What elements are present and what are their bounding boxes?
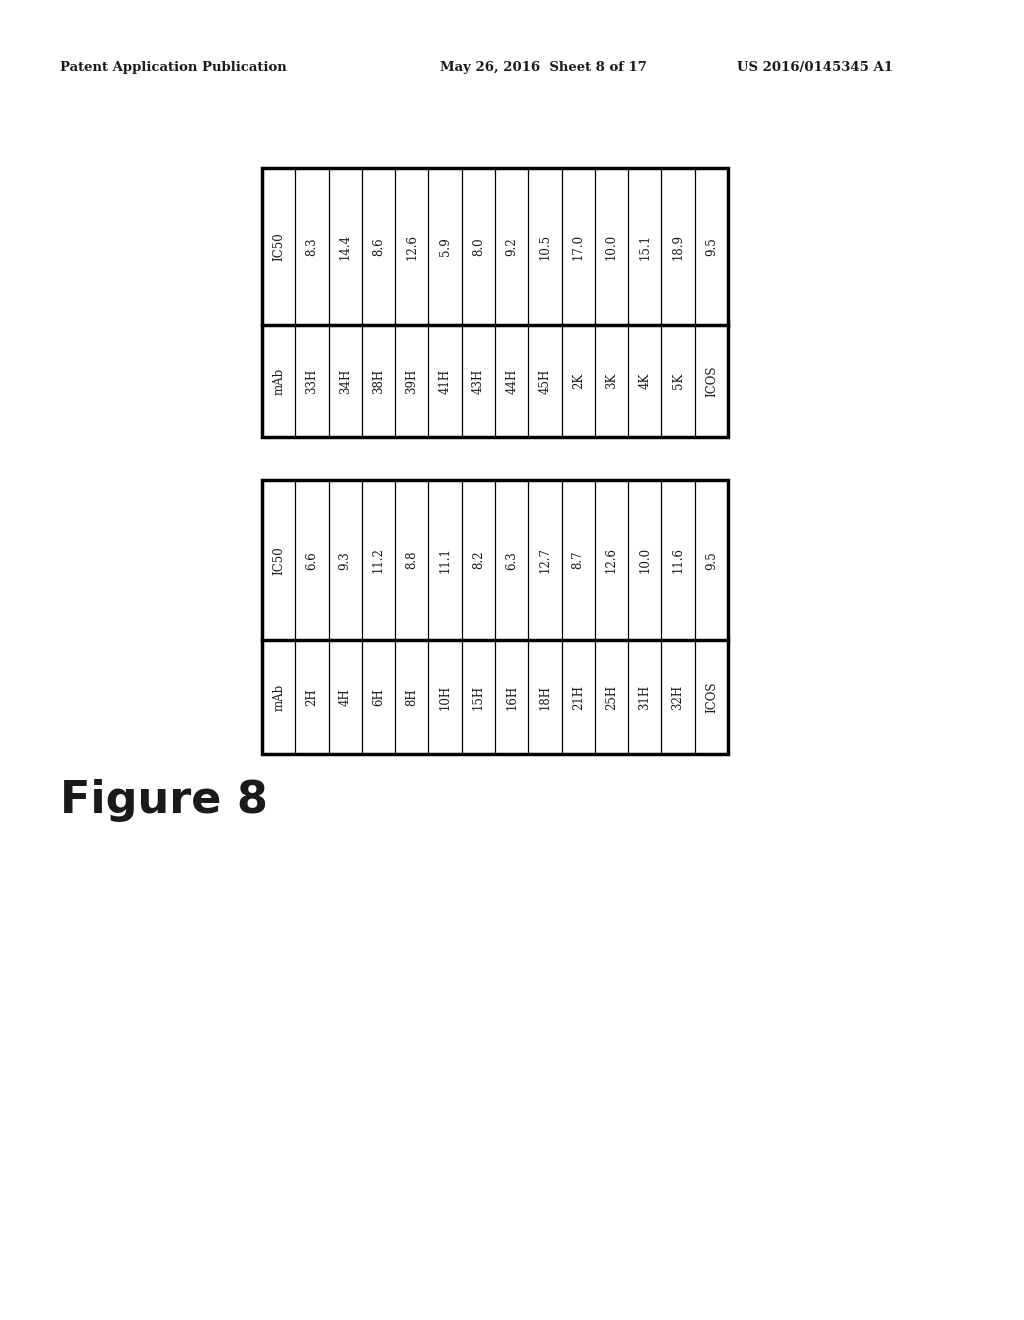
- Bar: [262, 480, 728, 754]
- Text: May 26, 2016  Sheet 8 of 17: May 26, 2016 Sheet 8 of 17: [440, 62, 647, 74]
- Text: 21H: 21H: [571, 685, 585, 710]
- Text: 41H: 41H: [438, 368, 452, 393]
- Text: 43H: 43H: [472, 368, 484, 393]
- Text: IC50: IC50: [272, 232, 285, 261]
- Text: 9.5: 9.5: [705, 550, 718, 569]
- Text: 32H: 32H: [672, 685, 685, 710]
- Text: 10.0: 10.0: [638, 546, 651, 573]
- Text: ICOS: ICOS: [705, 366, 718, 397]
- Text: 18H: 18H: [539, 685, 552, 710]
- Text: 9.5: 9.5: [705, 238, 718, 256]
- Text: 6H: 6H: [372, 688, 385, 706]
- Text: 12.6: 12.6: [605, 548, 618, 573]
- Text: 10.5: 10.5: [539, 234, 552, 260]
- Text: 5.9: 5.9: [438, 238, 452, 256]
- Text: Patent Application Publication: Patent Application Publication: [60, 62, 287, 74]
- Text: 12.7: 12.7: [539, 548, 552, 573]
- Text: 8.6: 8.6: [372, 238, 385, 256]
- Text: 15.1: 15.1: [638, 234, 651, 260]
- Text: 16H: 16H: [505, 685, 518, 710]
- Text: 25H: 25H: [605, 685, 618, 710]
- Text: 2K: 2K: [571, 374, 585, 389]
- Text: 4K: 4K: [638, 374, 651, 389]
- Text: 39H: 39H: [406, 368, 418, 393]
- Text: Figure 8: Figure 8: [60, 779, 268, 821]
- Text: 45H: 45H: [539, 368, 552, 393]
- Text: 17.0: 17.0: [571, 234, 585, 260]
- Text: 33H: 33H: [305, 368, 318, 393]
- Text: 8H: 8H: [406, 688, 418, 706]
- Text: 14.4: 14.4: [339, 234, 351, 260]
- Text: 34H: 34H: [339, 368, 351, 393]
- Text: 3K: 3K: [605, 374, 618, 389]
- Text: 18.9: 18.9: [672, 234, 685, 260]
- Text: 5K: 5K: [672, 374, 685, 389]
- Text: 4H: 4H: [339, 688, 351, 706]
- Text: 9.2: 9.2: [505, 238, 518, 256]
- Text: 10.0: 10.0: [605, 234, 618, 260]
- Text: 10H: 10H: [438, 685, 452, 710]
- Text: 8.8: 8.8: [406, 550, 418, 569]
- Text: 11.2: 11.2: [372, 548, 385, 573]
- Text: 9.3: 9.3: [339, 550, 351, 569]
- Text: 15H: 15H: [472, 685, 484, 710]
- Text: ICOS: ICOS: [705, 681, 718, 713]
- Text: 11.6: 11.6: [672, 548, 685, 573]
- Text: 12.6: 12.6: [406, 234, 418, 260]
- Text: IC50: IC50: [272, 545, 285, 574]
- Text: 8.3: 8.3: [305, 238, 318, 256]
- Text: 8.2: 8.2: [472, 550, 484, 569]
- Text: mAb: mAb: [272, 684, 285, 710]
- Bar: [262, 168, 728, 437]
- Text: 2H: 2H: [305, 688, 318, 706]
- Text: 6.6: 6.6: [305, 550, 318, 569]
- Text: 31H: 31H: [638, 685, 651, 710]
- Text: 38H: 38H: [372, 368, 385, 393]
- Text: mAb: mAb: [272, 367, 285, 395]
- Text: 11.1: 11.1: [438, 548, 452, 573]
- Text: 6.3: 6.3: [505, 550, 518, 569]
- Text: 8.0: 8.0: [472, 238, 484, 256]
- Text: 8.7: 8.7: [571, 550, 585, 569]
- Text: 44H: 44H: [505, 368, 518, 393]
- Text: US 2016/0145345 A1: US 2016/0145345 A1: [737, 62, 893, 74]
